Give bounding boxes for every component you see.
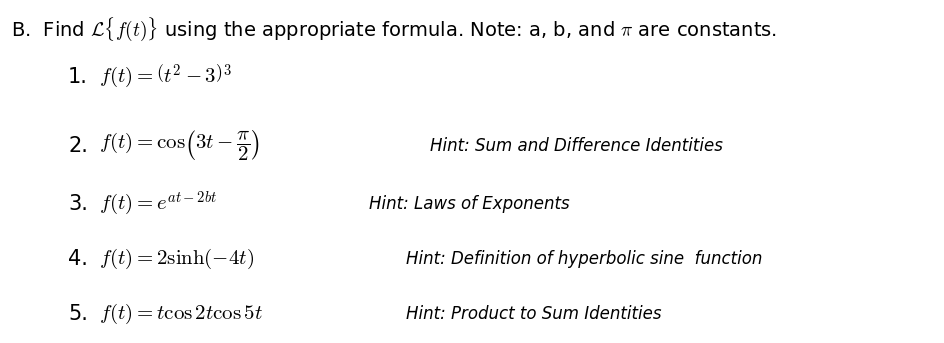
Text: $f(t)=2\sinh(-4t)$: $f(t)=2\sinh(-4t)$ [99,247,254,271]
Text: 5.: 5. [68,304,88,324]
Text: $f(t)=\cos\!\left(3t-\dfrac{\pi}{2}\right)$: $f(t)=\cos\!\left(3t-\dfrac{\pi}{2}\righ… [99,129,261,163]
Text: Hint: Product to Sum Identities: Hint: Product to Sum Identities [406,305,661,323]
Text: $f(t)=\left(t^{2}-3\right)^{3}$: $f(t)=\left(t^{2}-3\right)^{3}$ [99,63,232,91]
Text: 2.: 2. [68,136,88,156]
Text: 1.: 1. [68,67,88,87]
Text: Hint: Definition of hyperbolic sine  function: Hint: Definition of hyperbolic sine func… [406,250,762,268]
Text: Hint: Sum and Difference Identities: Hint: Sum and Difference Identities [430,137,722,155]
Text: B.  Find $\mathcal{L}\{f(t)\}$ using the appropriate formula. Note: a, b, and $\: B. Find $\mathcal{L}\{f(t)\}$ using the … [11,15,777,43]
Text: 4.: 4. [68,249,88,269]
Text: $f(t)=t\cos 2t\cos 5t$: $f(t)=t\cos 2t\cos 5t$ [99,302,262,326]
Text: Hint: Laws of Exponents: Hint: Laws of Exponents [368,195,568,213]
Text: 3.: 3. [68,194,88,214]
Text: $f(t)=e^{at-2bt}$: $f(t)=e^{at-2bt}$ [99,190,217,218]
